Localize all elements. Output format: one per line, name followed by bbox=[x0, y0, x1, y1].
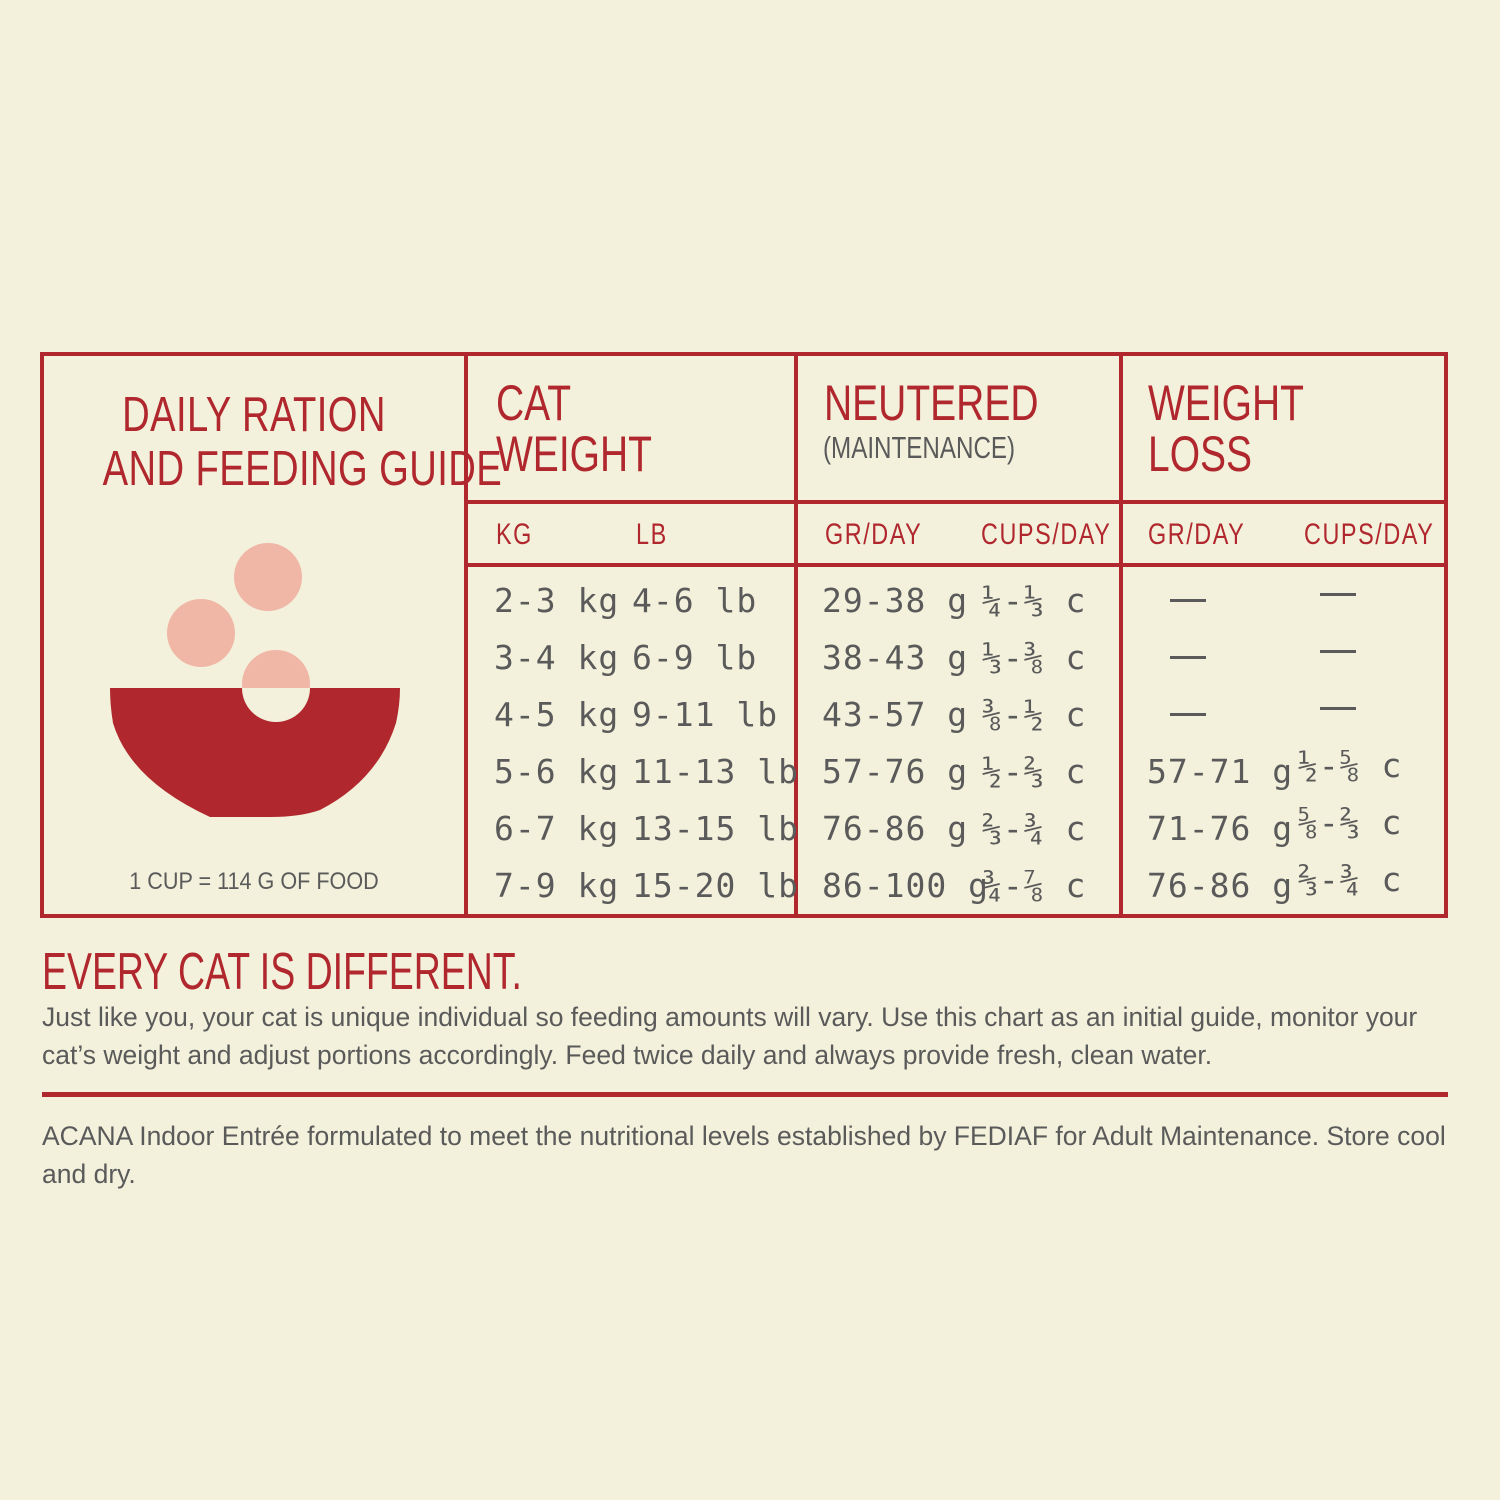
cell-neutered-gr: 43-57 g bbox=[822, 695, 969, 734]
table-subheader-rule bbox=[464, 563, 1448, 567]
table-divider bbox=[464, 352, 468, 918]
cell-neutered-cups: ⅜-½ c bbox=[982, 695, 1087, 734]
cell-neutered-gr: 76-86 g bbox=[822, 809, 969, 848]
cell-loss-cups: — bbox=[1320, 707, 1356, 710]
cell-lb: 6-9 lb bbox=[632, 638, 758, 677]
cell-neutered-cups: ½-⅔ c bbox=[982, 752, 1087, 791]
table-divider bbox=[794, 352, 798, 918]
cell-kg: 5-6 kg bbox=[494, 752, 620, 791]
cell-loss-gr: 57-71 g bbox=[1147, 752, 1294, 791]
cell-neutered-gr: 38-43 g bbox=[822, 638, 969, 677]
subheader-kg: KG bbox=[496, 518, 533, 551]
cell-loss-gr: — bbox=[1170, 656, 1206, 659]
cell-neutered-gr: 86-100 g bbox=[822, 866, 989, 905]
subheader-loss-cups: CUPS/DAY bbox=[1304, 518, 1435, 551]
cell-neutered-cups: ⅔-¾ c bbox=[982, 809, 1087, 848]
bowl-icon bbox=[110, 688, 400, 817]
divider bbox=[42, 1092, 1448, 1097]
kibble-icon bbox=[234, 543, 302, 611]
cell-loss-cups: ⅝-⅔ c bbox=[1298, 803, 1403, 842]
cell-lb: 4-6 lb bbox=[632, 581, 758, 620]
cell-neutered-cups: ⅓-⅜ c bbox=[982, 638, 1087, 677]
cell-lb: 11-13 lb bbox=[632, 752, 799, 791]
subheader-neutered-gr: GR/DAY bbox=[825, 518, 923, 551]
cell-loss-gr: — bbox=[1170, 599, 1206, 602]
guide-title: DAILY RATION AND FEEDING GUIDE bbox=[102, 388, 503, 496]
cell-neutered-gr: 29-38 g bbox=[822, 581, 969, 620]
kibble-in-bowl-icon bbox=[242, 688, 310, 722]
subheader-lb: LB bbox=[636, 518, 668, 551]
cell-neutered-gr: 57-76 g bbox=[822, 752, 969, 791]
bowl-with-kibble-icon bbox=[110, 543, 400, 817]
cup-conversion-note: 1 CUP = 114 G OF FOOD bbox=[129, 868, 379, 895]
cell-kg: 6-7 kg bbox=[494, 809, 620, 848]
cell-lb: 9-11 lb bbox=[632, 695, 779, 734]
header-neutered-sub: (MAINTENANCE) bbox=[823, 430, 1016, 465]
cell-neutered-cups: ¼-⅓ c bbox=[982, 581, 1087, 620]
cell-loss-cups: ½-⅝ c bbox=[1298, 746, 1403, 785]
header-weight-loss: WEIGHT LOSS bbox=[1148, 375, 1304, 482]
header-cat-weight: CAT WEIGHT bbox=[496, 375, 652, 482]
cell-lb: 13-15 lb bbox=[632, 809, 799, 848]
cell-kg: 4-5 kg bbox=[494, 695, 620, 734]
header-neutered: NEUTERED bbox=[824, 375, 1039, 431]
footnote: ACANA Indoor Entrée formulated to meet t… bbox=[42, 1121, 1446, 1189]
tagline: EVERY CAT IS DIFFERENT. bbox=[42, 943, 522, 1001]
cell-loss-gr: 76-86 g bbox=[1147, 866, 1294, 905]
feeding-advice: Just like you, your cat is unique indivi… bbox=[42, 1002, 1418, 1070]
cell-loss-cups: ⅔-¾ c bbox=[1298, 860, 1403, 899]
cell-neutered-cups: ¾-⅞ c bbox=[982, 866, 1087, 905]
cell-kg: 2-3 kg bbox=[494, 581, 620, 620]
table-divider bbox=[1119, 352, 1123, 918]
kibble-icon bbox=[167, 599, 235, 667]
subheader-loss-gr: GR/DAY bbox=[1148, 518, 1246, 551]
cell-loss-gr: 71-76 g bbox=[1147, 809, 1294, 848]
cell-kg: 7-9 kg bbox=[494, 866, 620, 905]
cell-loss-cups: — bbox=[1320, 593, 1356, 596]
subheader-neutered-cups: CUPS/DAY bbox=[981, 518, 1112, 551]
cell-loss-cups: — bbox=[1320, 650, 1356, 653]
cell-loss-gr: — bbox=[1170, 713, 1206, 716]
table-header-rule bbox=[464, 500, 1448, 504]
cell-lb: 15-20 lb bbox=[632, 866, 799, 905]
feeding-table-frame bbox=[40, 352, 1448, 918]
cell-kg: 3-4 kg bbox=[494, 638, 620, 677]
